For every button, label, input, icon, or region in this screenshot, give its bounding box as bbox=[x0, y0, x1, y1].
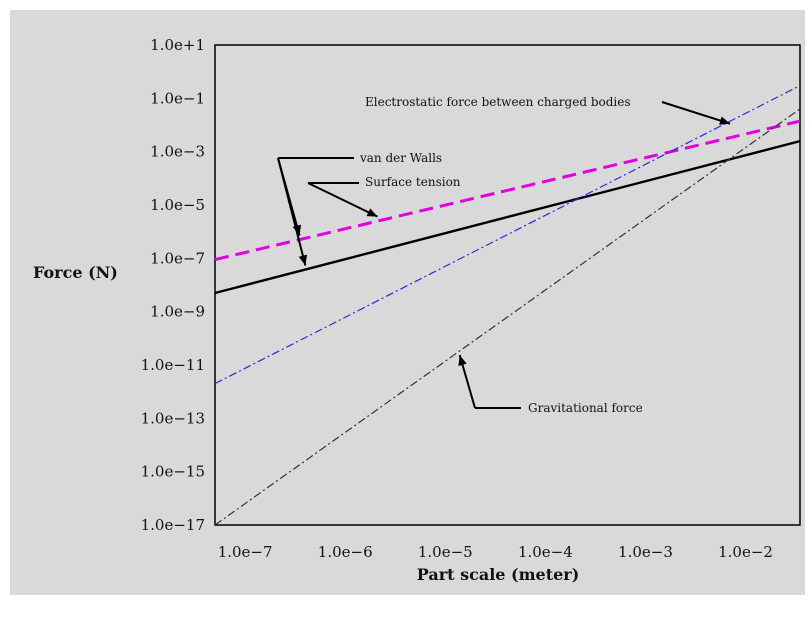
plot-area bbox=[214, 44, 801, 526]
annotation-leader-line bbox=[661, 101, 731, 125]
annotation-arrowhead bbox=[458, 355, 467, 367]
y-tick-labels: 1.0e+1 1.0e−1 1.0e−3 1.0e−5 1.0e−7 1.0e−9 1.0e… bbox=[141, 36, 205, 534]
series-line-gravity bbox=[214, 108, 801, 526]
annotation-layer: Electrostatic force between charged bodi… bbox=[277, 95, 731, 415]
x-tick-label: 1.0e−4 bbox=[518, 543, 573, 561]
y-tick-label: 1.0e−13 bbox=[141, 409, 205, 427]
annotation-arrowhead bbox=[366, 208, 378, 217]
y-axis-label: Force (N) bbox=[33, 263, 118, 282]
force-scaling-chart: Electrostatic force between charged bodi… bbox=[33, 36, 801, 584]
x-tick-label: 1.0e−5 bbox=[418, 543, 473, 561]
annotation-van-der-walls: van der Walls bbox=[359, 151, 442, 165]
annotation-leader-line bbox=[307, 182, 378, 218]
series-layer bbox=[214, 85, 801, 526]
y-tick-label: 1.0e+1 bbox=[150, 36, 205, 54]
y-tick-label: 1.0e−3 bbox=[150, 143, 205, 161]
annotation-arrowhead bbox=[719, 116, 731, 125]
x-tick-label: 1.0e−2 bbox=[718, 543, 773, 561]
x-axis-label: Part scale (meter) bbox=[417, 565, 580, 584]
y-tick-label: 1.0e−9 bbox=[150, 303, 205, 321]
annotation-leader-line bbox=[277, 157, 301, 236]
y-tick-label: 1.0e−17 bbox=[141, 516, 205, 534]
annotation-gravitational: Gravitational force bbox=[528, 401, 643, 415]
x-tick-label: 1.0e−3 bbox=[618, 543, 673, 561]
annotation-surface-tension: Surface tension bbox=[365, 175, 461, 189]
chart-figure: Electrostatic force between charged bodi… bbox=[10, 10, 805, 595]
x-tick-labels: 1.0e−7 1.0e−6 1.0e−5 1.0e−4 1.0e−3 1.0e−2 bbox=[218, 543, 773, 561]
series-line-vdw bbox=[214, 139, 801, 295]
annotation-electrostatic: Electrostatic force between charged bodi… bbox=[365, 95, 631, 109]
y-tick-label: 1.0e−7 bbox=[150, 249, 205, 267]
y-tick-label: 1.0e−5 bbox=[150, 196, 205, 214]
y-tick-label: 1.0e−1 bbox=[150, 89, 205, 107]
y-tick-label: 1.0e−11 bbox=[141, 356, 205, 374]
annotation-arrowhead bbox=[292, 224, 301, 236]
series-line-electro bbox=[214, 85, 801, 385]
series-line-surface bbox=[214, 119, 801, 262]
y-tick-label: 1.0e−15 bbox=[141, 463, 205, 481]
annotation-arrowhead bbox=[298, 254, 308, 266]
x-tick-label: 1.0e−6 bbox=[318, 543, 373, 561]
x-tick-label: 1.0e−7 bbox=[218, 543, 273, 561]
